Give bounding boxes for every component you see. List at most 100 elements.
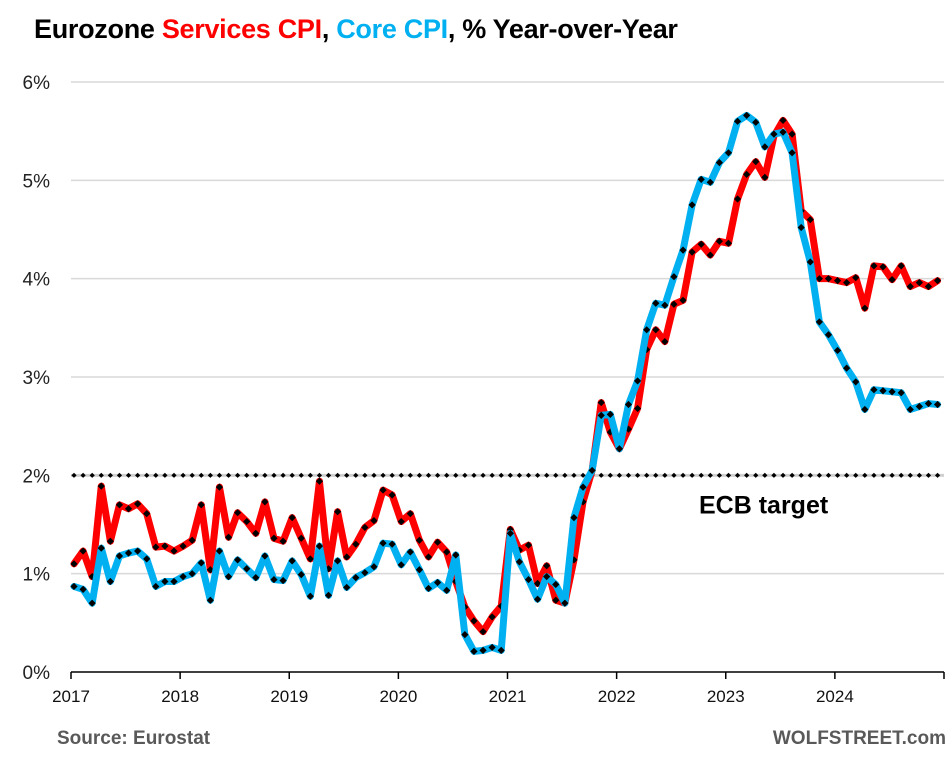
ecb-target-marker xyxy=(771,472,777,478)
data-point-core-cpi xyxy=(243,565,251,573)
y-axis-labels: 0% 1% 2% 3% 4% 5% 6% xyxy=(23,73,51,684)
data-point-services-cpi xyxy=(124,505,133,513)
title-part-services: Services CPI xyxy=(161,14,322,44)
ecb-target-marker xyxy=(889,472,895,478)
y-tick-label: 6% xyxy=(23,73,51,94)
data-point-services-cpi xyxy=(833,277,842,285)
data-point-core-cpi xyxy=(643,326,651,334)
data-point-services-cpi xyxy=(479,628,487,636)
data-point-core-cpi xyxy=(524,575,533,584)
ecb-target-marker xyxy=(89,472,95,478)
data-point-services-cpi xyxy=(743,170,751,179)
data-point-services-cpi xyxy=(633,404,642,413)
ecb-target-marker xyxy=(780,472,786,478)
data-point-core-cpi xyxy=(652,299,660,307)
data-point-services-cpi xyxy=(697,240,705,248)
data-point-services-cpi xyxy=(533,579,542,588)
data-point-core-cpi xyxy=(633,377,642,385)
ecb-target-marker xyxy=(371,472,377,478)
ecb-target-marker xyxy=(289,472,295,478)
ecb-target-marker xyxy=(171,472,177,478)
data-point-core-cpi xyxy=(306,592,314,600)
data-point-core-cpi xyxy=(424,584,433,593)
chart-title: Eurozone Services CPI, Core CPI, % Year-… xyxy=(34,14,678,45)
data-point-services-cpi xyxy=(161,542,169,550)
data-point-services-cpi xyxy=(870,262,878,270)
ecb-target-marker xyxy=(834,472,841,478)
y-tick-label: 2% xyxy=(23,466,51,487)
ecb-target-marker xyxy=(98,472,104,478)
data-point-services-cpi xyxy=(488,613,496,621)
data-point-core-cpi xyxy=(588,466,596,475)
data-point-core-cpi xyxy=(297,571,305,579)
data-point-services-cpi xyxy=(852,274,860,282)
ecb-target-marker xyxy=(744,472,750,478)
ecb-target-marker xyxy=(789,472,795,478)
ecb-target-marker xyxy=(489,472,495,478)
data-point-services-cpi xyxy=(143,510,151,518)
data-point-core-cpi xyxy=(388,540,396,548)
ecb-target-marker xyxy=(507,472,513,478)
ecb-target-marker xyxy=(444,472,450,478)
data-point-services-cpi xyxy=(906,282,914,291)
data-point-services-cpi xyxy=(415,536,424,544)
ecb-target-marker xyxy=(762,472,768,478)
data-point-services-cpi xyxy=(552,596,560,604)
data-point-core-cpi xyxy=(406,548,414,556)
ecb-target-marker xyxy=(534,472,541,478)
ecb-target-marker xyxy=(416,472,423,478)
data-point-services-cpi xyxy=(361,523,369,532)
ecb-target-marker xyxy=(80,472,86,478)
brand-watermark: WOLFSTREET.com xyxy=(772,728,946,749)
data-point-services-cpi xyxy=(261,498,269,506)
ecb-target-marker xyxy=(653,472,659,478)
ecb-target-marker xyxy=(144,472,150,478)
ecb-target-marker xyxy=(116,472,123,478)
data-point-core-cpi xyxy=(88,599,96,607)
data-point-services-cpi xyxy=(197,501,205,509)
data-point-services-cpi xyxy=(806,216,814,224)
data-point-core-cpi xyxy=(661,301,669,309)
y-tick-label: 4% xyxy=(23,270,51,291)
ecb-target-marker xyxy=(344,472,350,478)
data-point-core-cpi xyxy=(206,596,214,604)
ecb-target-marker xyxy=(498,472,504,478)
ecb-target-marker xyxy=(625,472,632,478)
data-point-core-cpi xyxy=(670,273,678,281)
data-point-core-cpi xyxy=(79,585,87,593)
ecb-target-marker xyxy=(634,472,641,478)
ecb-target-marker xyxy=(825,472,832,478)
data-point-core-cpi xyxy=(852,378,860,386)
data-point-services-cpi xyxy=(724,239,733,247)
title-part-core: Core CPI xyxy=(336,14,448,44)
data-point-core-cpi xyxy=(806,258,814,266)
y-tick-label: 1% xyxy=(23,565,51,586)
ecb-target-marker xyxy=(562,472,568,478)
data-point-core-cpi xyxy=(688,201,696,209)
data-point-services-cpi xyxy=(543,562,551,570)
ecb-target-marker xyxy=(225,472,232,478)
data-point-core-cpi xyxy=(279,576,287,585)
data-point-services-cpi xyxy=(115,501,124,509)
ecb-target-marker xyxy=(580,472,586,478)
data-point-core-cpi xyxy=(106,577,114,586)
data-point-core-cpi xyxy=(134,547,142,555)
data-point-services-cpi xyxy=(370,516,378,525)
data-point-core-cpi xyxy=(488,643,496,652)
x-tick-label: 2020 xyxy=(379,687,417,706)
data-point-core-cpi xyxy=(797,223,805,232)
ecb-target-marker xyxy=(898,472,904,478)
data-point-services-cpi xyxy=(134,500,142,508)
ecb-target-marker xyxy=(871,472,877,478)
data-point-core-cpi xyxy=(906,405,914,414)
ecb-target-marker xyxy=(353,472,359,478)
data-point-core-cpi xyxy=(779,128,787,136)
data-point-services-cpi xyxy=(570,556,578,564)
data-point-core-cpi xyxy=(215,547,224,555)
data-point-services-cpi xyxy=(779,116,787,124)
data-point-core-cpi xyxy=(843,364,851,372)
data-point-core-cpi xyxy=(543,573,551,581)
data-point-services-cpi xyxy=(597,398,605,407)
data-point-core-cpi xyxy=(334,557,342,565)
